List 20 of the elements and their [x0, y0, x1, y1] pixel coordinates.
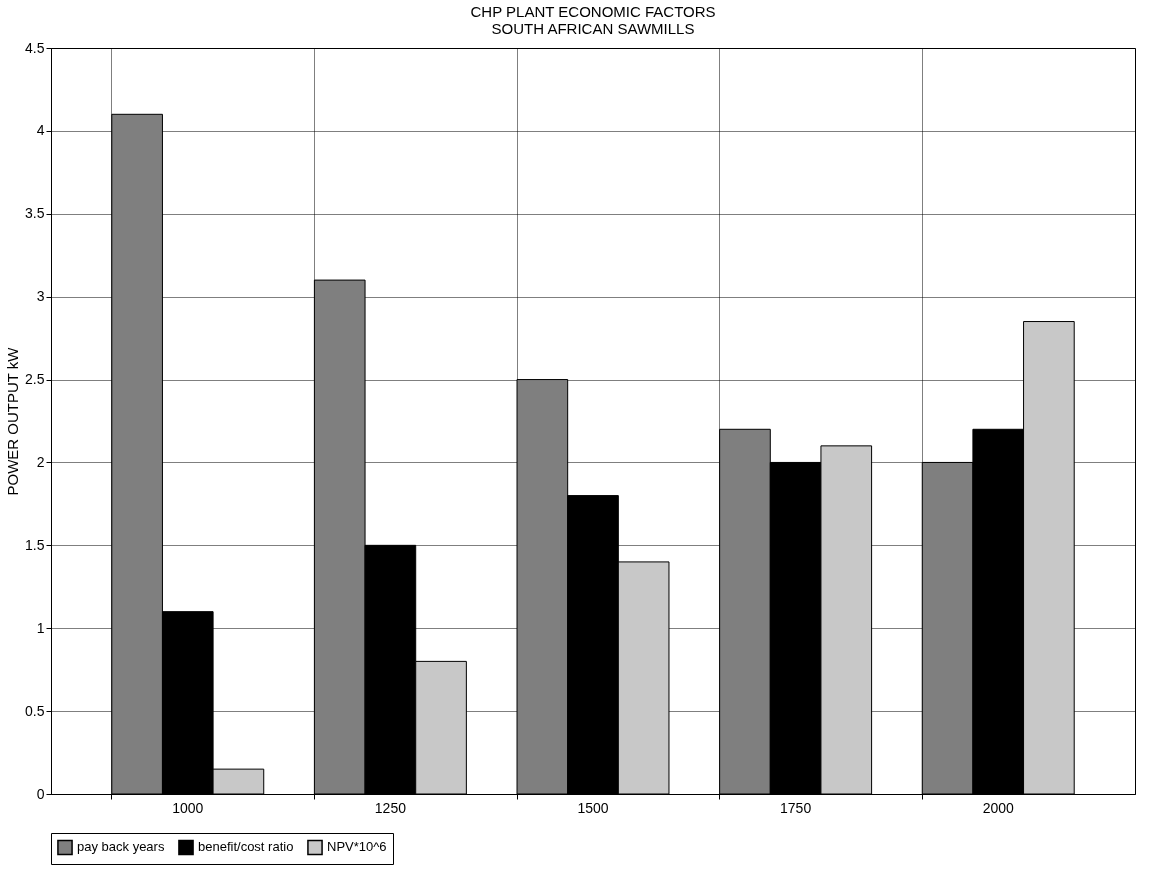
- chart-title: CHP PLANT ECONOMIC FACTORS SOUTH AFRICAN SAWMILLS: [470, 3, 716, 37]
- y-tick-label: 0: [36, 785, 45, 802]
- y-tick-label: 2: [36, 453, 45, 470]
- x-tick-label: 1500: [577, 799, 609, 816]
- legend-label: NPV*10^6: [327, 839, 387, 855]
- y-axis-title: POWER OUTPUT kW: [4, 346, 22, 496]
- y-tick-label: 1.5: [25, 536, 45, 553]
- x-tick-label: 1750: [780, 799, 812, 816]
- y-tick-label: 3: [36, 288, 45, 305]
- y-tick-label: 1: [36, 619, 45, 636]
- y-tick-label: 4.5: [25, 39, 45, 56]
- y-tick-label: 2.5: [25, 371, 45, 388]
- y-tick-label: 0.5: [25, 702, 45, 719]
- x-tick-label: 2000: [982, 799, 1015, 816]
- legend-label: benefit/cost ratio: [198, 839, 294, 855]
- y-tick-label: 3.5: [25, 205, 45, 222]
- x-tick-label: 1250: [374, 799, 407, 816]
- x-tick-label: 1000: [172, 799, 204, 816]
- y-tick-label: 4: [36, 122, 45, 139]
- legend-label: pay back years: [77, 839, 165, 855]
